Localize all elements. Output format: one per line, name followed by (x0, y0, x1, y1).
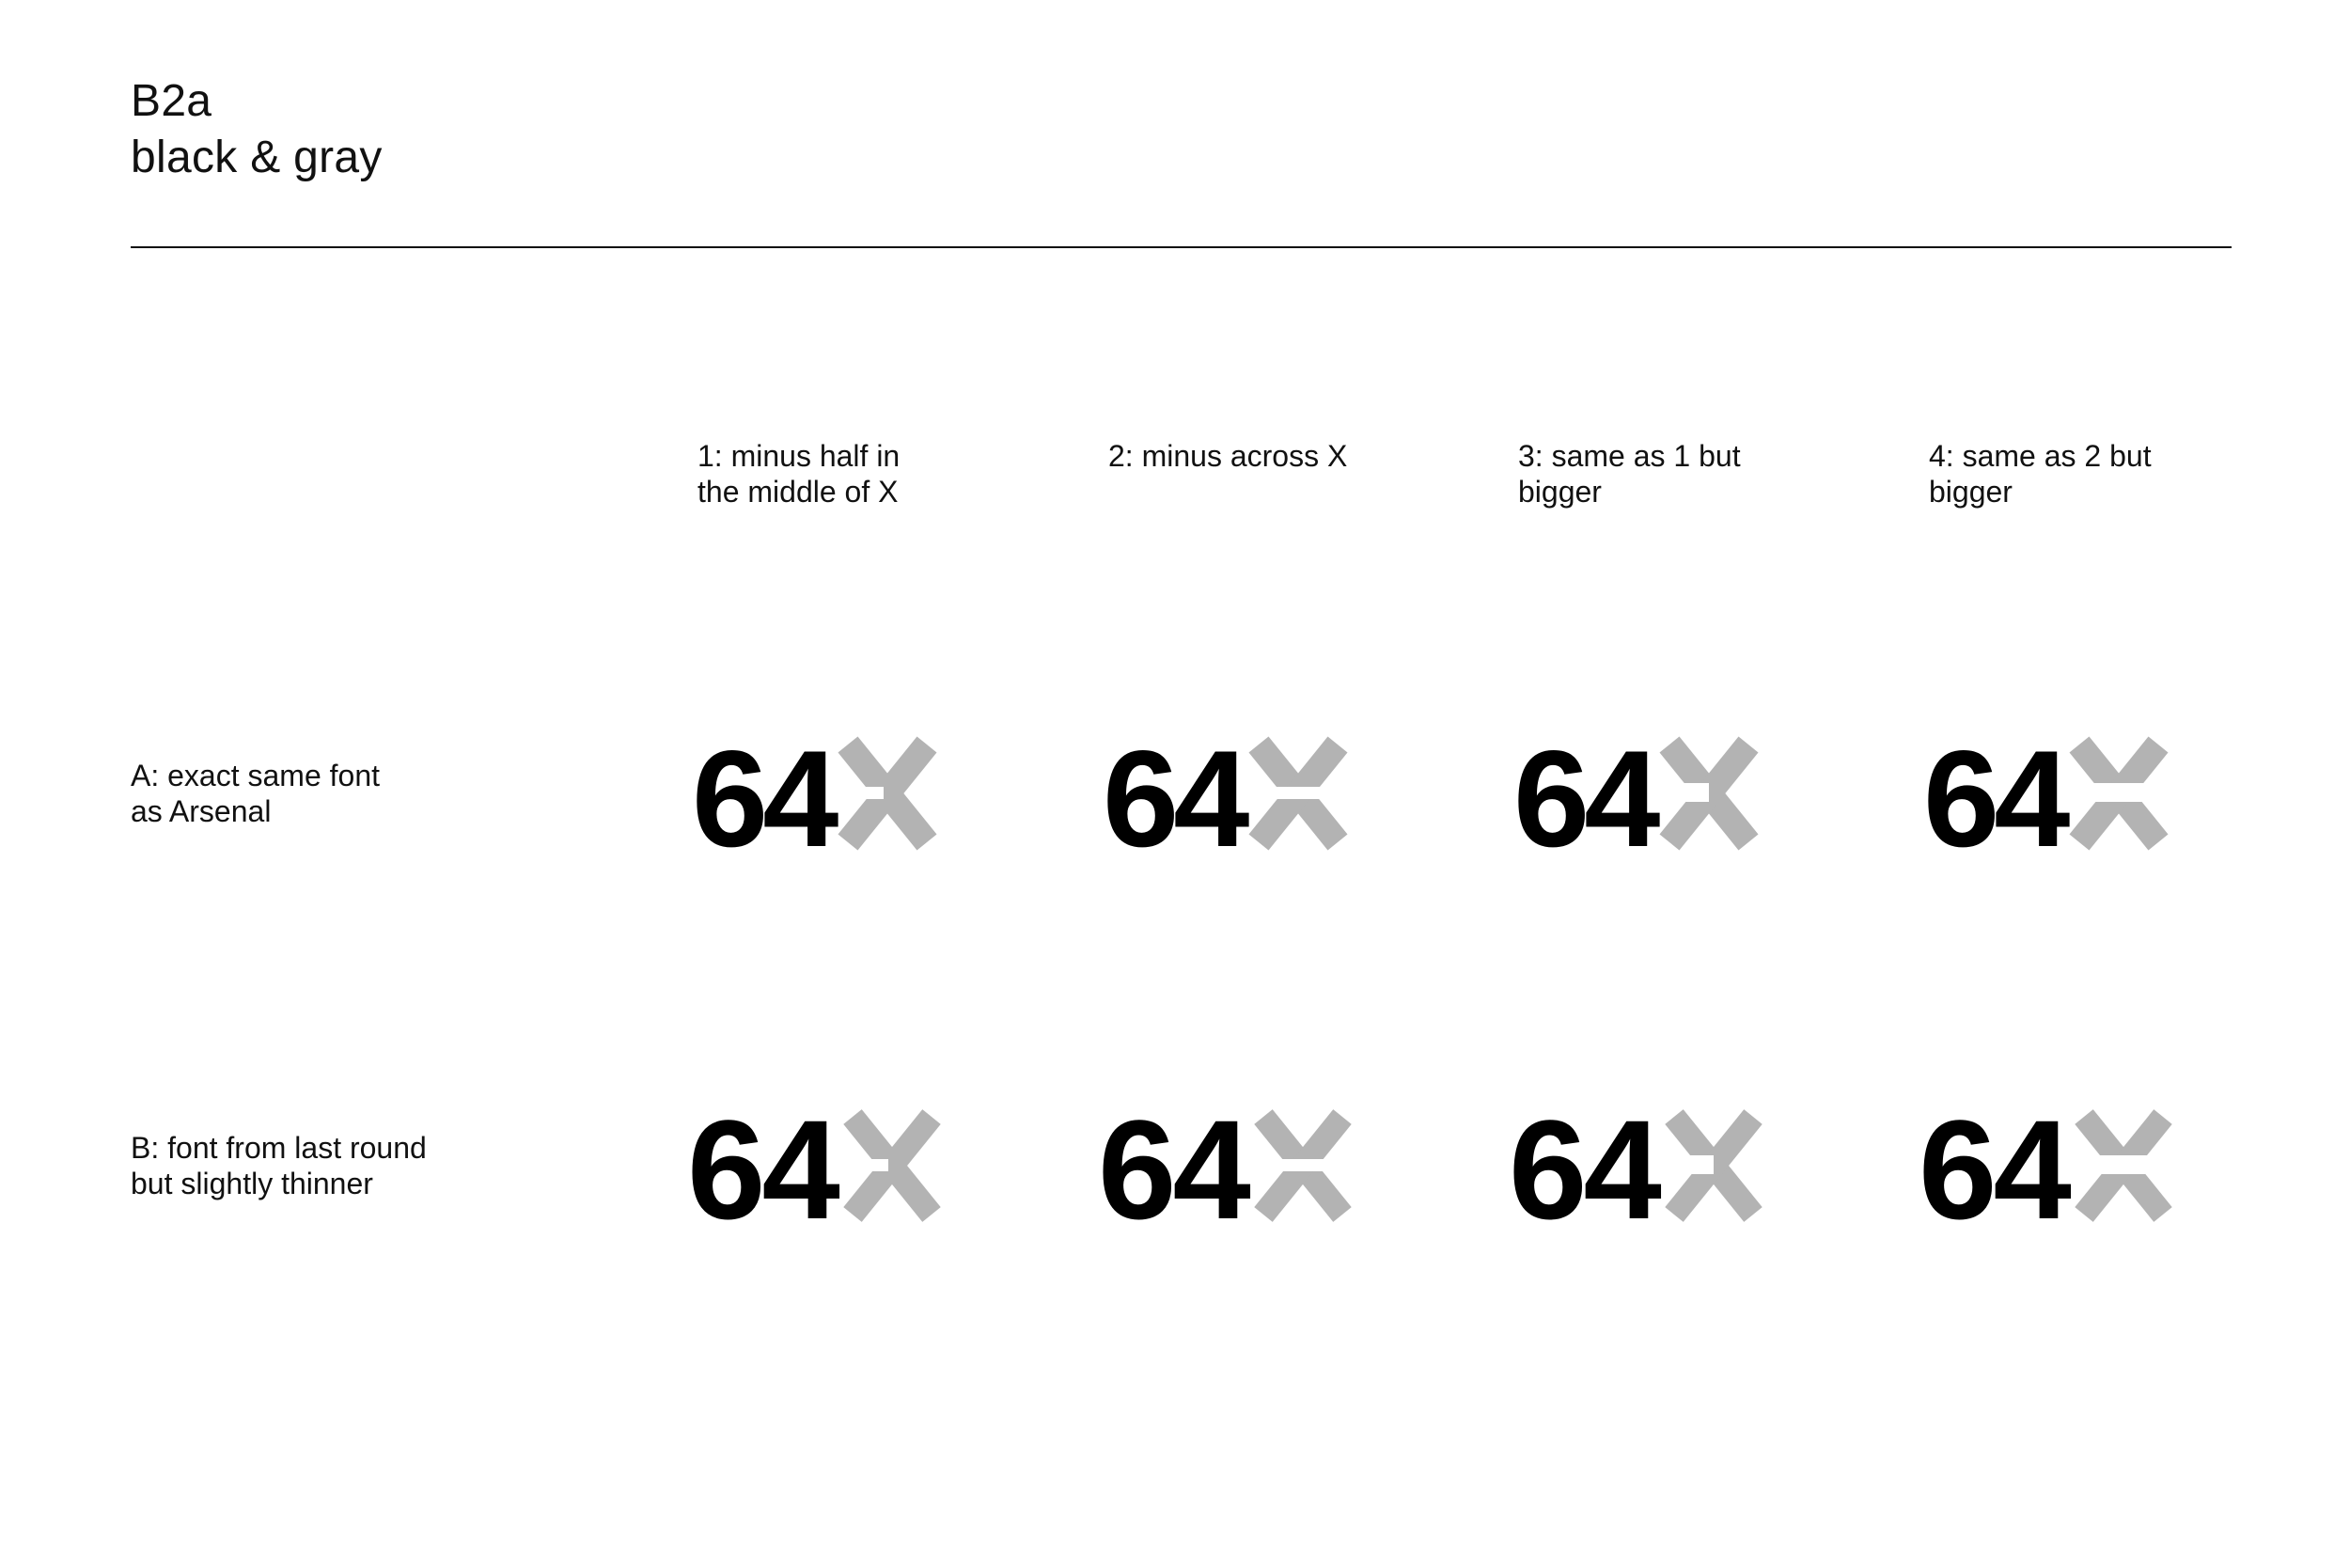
mark-b4-letter (2073, 1109, 2176, 1222)
mark-a4: 64 (1923, 722, 2171, 875)
page-title: B2a (131, 76, 212, 126)
mark-b2: 64 (1098, 1090, 1355, 1248)
column-label-1: 1: minus half in the middle of X (697, 439, 901, 509)
column-label-3: 3: same as 1 but bigger (1518, 439, 1741, 509)
mark-b4-minus-gap (2073, 1155, 2176, 1174)
mark-a2-letter (1247, 736, 1351, 851)
mark-a3-minus-gap (1664, 783, 1709, 802)
mark-b3-letter (1665, 1109, 1762, 1222)
mark-a2-minus-gap (1247, 787, 1351, 799)
mark-a4-minus-gap (2068, 783, 2171, 802)
mark-b4: 64 (1919, 1090, 2176, 1248)
mark-b3-number: 64 (1509, 1090, 1661, 1248)
mark-a3-number: 64 (1513, 722, 1660, 875)
row-label-b: B: font from last round but slightly thi… (131, 1131, 427, 1200)
column-label-4: 4: same as 2 but bigger (1929, 439, 2152, 509)
mark-a1-minus-gap (842, 787, 884, 799)
column-label-2: 2: minus across X (1108, 439, 1348, 473)
page-subtitle: black & gray (131, 133, 383, 182)
mark-b3-minus-gap (1668, 1155, 1714, 1174)
mark-b1-minus-gap (847, 1159, 888, 1171)
mark-b4-number: 64 (1919, 1090, 2071, 1248)
mark-a3-letter (1659, 736, 1759, 851)
mark-b2-letter (1252, 1109, 1355, 1222)
mark-b2-number: 64 (1098, 1090, 1250, 1248)
mark-b1-number: 64 (687, 1090, 839, 1248)
mark-a4-number: 64 (1923, 722, 2070, 875)
mark-a1: 64 (692, 722, 937, 875)
mark-b1-letter (843, 1109, 941, 1222)
mark-a1-letter (838, 736, 937, 851)
mark-b3: 64 (1509, 1090, 1762, 1248)
mark-a1-number: 64 (692, 722, 838, 875)
mark-a2: 64 (1103, 722, 1351, 875)
mark-a3: 64 (1513, 722, 1759, 875)
divider (131, 246, 2232, 248)
mark-b2-minus-gap (1252, 1159, 1355, 1171)
mark-a2-number: 64 (1103, 722, 1249, 875)
header: B2a black & gray (131, 73, 383, 186)
row-label-a: A: exact same font as Arsenal (131, 759, 381, 828)
mark-a4-letter (2068, 736, 2171, 851)
mark-b1: 64 (687, 1090, 941, 1248)
